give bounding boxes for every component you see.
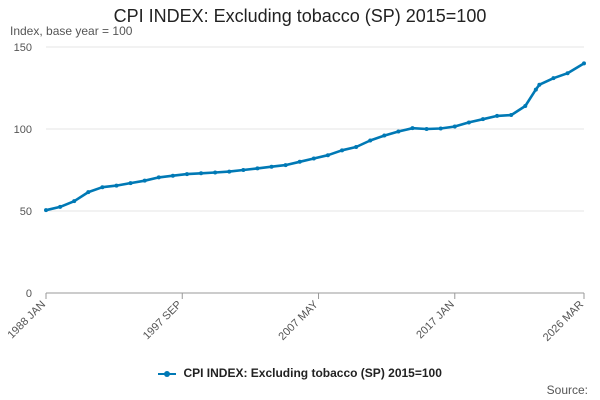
y-tick-label: 0 — [26, 288, 32, 300]
data-point[interactable] — [495, 113, 500, 118]
data-point[interactable] — [58, 204, 63, 209]
data-point[interactable] — [255, 166, 260, 171]
data-point[interactable] — [368, 138, 373, 143]
data-point[interactable] — [227, 169, 232, 174]
data-point[interactable] — [199, 171, 204, 176]
series-line[interactable] — [44, 62, 586, 212]
data-point[interactable] — [424, 127, 429, 131]
data-point[interactable] — [100, 185, 105, 190]
data-point[interactable] — [213, 170, 218, 175]
legend-marker-icon — [158, 369, 177, 379]
data-point[interactable] — [184, 172, 189, 177]
data-point[interactable] — [325, 153, 330, 158]
data-point[interactable] — [396, 129, 401, 134]
data-point[interactable] — [354, 145, 359, 150]
data-point[interactable] — [128, 181, 133, 186]
data-point[interactable] — [466, 120, 471, 125]
data-point[interactable] — [340, 148, 345, 153]
legend-label: CPI INDEX: Excluding tobacco (SP) 2015=1… — [183, 366, 442, 380]
legend[interactable]: CPI INDEX: Excluding tobacco (SP) 2015=1… — [0, 366, 600, 380]
y-tick-label: 100 — [14, 124, 32, 136]
data-point[interactable] — [509, 113, 514, 118]
y-axis-label: Index, base year = 100 — [10, 24, 133, 38]
data-point[interactable] — [452, 124, 457, 129]
data-point[interactable] — [44, 208, 48, 213]
data-point[interactable] — [297, 159, 302, 164]
data-point[interactable] — [551, 76, 556, 81]
y-tick-label: 150 — [14, 42, 32, 54]
x-tick-label: 1997 SEP — [141, 299, 185, 343]
data-point[interactable] — [241, 168, 246, 172]
data-point[interactable] — [170, 173, 175, 178]
data-point[interactable] — [72, 199, 77, 204]
data-point[interactable] — [86, 190, 91, 195]
x-tick-label: 2007 MAY — [276, 298, 321, 343]
data-point[interactable] — [156, 175, 161, 180]
data-point[interactable] — [523, 104, 528, 109]
data-point[interactable] — [283, 163, 288, 168]
x-tick-label: 2026 MAR — [541, 299, 586, 344]
data-point[interactable] — [582, 61, 586, 66]
data-point[interactable] — [114, 183, 119, 188]
y-tick-label: 50 — [20, 206, 32, 218]
chart-title: CPI INDEX: Excluding tobacco (SP) 2015=1… — [113, 6, 487, 26]
data-point[interactable] — [565, 71, 570, 76]
x-tick-label: 1988 JAN — [5, 299, 48, 342]
data-point[interactable] — [537, 82, 542, 87]
source-label: Source: — [546, 383, 588, 397]
data-point[interactable] — [142, 178, 147, 183]
data-point[interactable] — [311, 156, 316, 161]
data-point[interactable] — [480, 117, 485, 122]
data-point[interactable] — [438, 126, 443, 131]
data-point[interactable] — [533, 87, 538, 92]
data-point[interactable] — [410, 126, 415, 131]
data-point[interactable] — [382, 133, 387, 138]
x-tick-label: 2017 JAN — [414, 299, 457, 342]
data-point[interactable] — [269, 164, 274, 169]
